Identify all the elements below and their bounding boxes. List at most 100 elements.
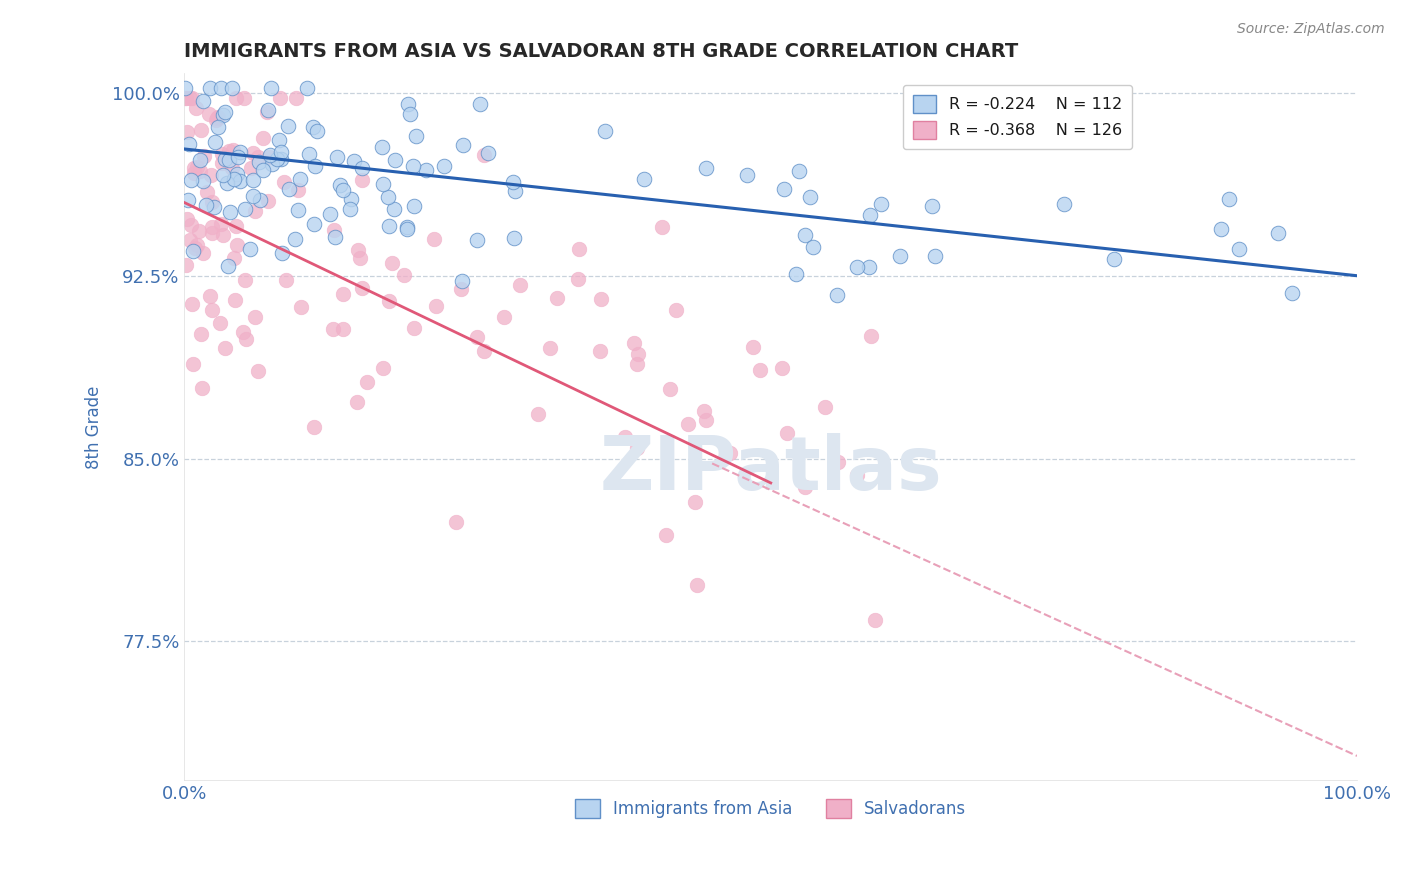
Point <box>181 297 204 311</box>
Point <box>201 227 224 241</box>
Point <box>814 400 837 414</box>
Point <box>242 145 264 160</box>
Point <box>174 81 197 95</box>
Point <box>863 613 886 627</box>
Point <box>214 152 236 166</box>
Point <box>568 242 591 256</box>
Point <box>304 159 326 173</box>
Point <box>208 316 231 330</box>
Point <box>423 232 446 246</box>
Point <box>183 166 205 180</box>
Point <box>224 172 246 186</box>
Point <box>247 155 270 169</box>
Point <box>202 201 225 215</box>
Point <box>546 292 568 306</box>
Point <box>212 228 235 243</box>
Point <box>326 150 349 164</box>
Point <box>686 578 709 592</box>
Point <box>396 97 419 112</box>
Point <box>538 341 561 355</box>
Text: IMMIGRANTS FROM ASIA VS SALVADORAN 8TH GRADE CORRELATION CHART: IMMIGRANTS FROM ASIA VS SALVADORAN 8TH G… <box>184 42 1019 61</box>
Point <box>217 259 239 273</box>
Point <box>472 148 495 162</box>
Point <box>284 231 307 245</box>
Point <box>235 332 257 346</box>
Point <box>827 287 849 301</box>
Point <box>221 81 243 95</box>
Point <box>226 238 249 252</box>
Point <box>257 150 280 164</box>
Point <box>221 161 243 176</box>
Point <box>179 233 201 247</box>
Point <box>392 268 415 282</box>
Point <box>197 106 219 120</box>
Point <box>1102 252 1125 266</box>
Point <box>288 171 311 186</box>
Point <box>242 188 264 202</box>
Point <box>377 219 399 233</box>
Point <box>658 382 681 396</box>
Point <box>381 256 404 270</box>
Point <box>323 222 346 236</box>
Point <box>693 403 716 417</box>
Point <box>472 344 495 359</box>
Point <box>259 148 281 162</box>
Point <box>187 224 209 238</box>
Point <box>889 249 911 263</box>
Point <box>794 228 817 243</box>
Point <box>770 361 793 376</box>
Point <box>174 91 197 105</box>
Point <box>183 241 205 255</box>
Text: ZIPatlas: ZIPatlas <box>599 433 942 506</box>
Point <box>224 293 246 307</box>
Point <box>1209 222 1232 236</box>
Point <box>626 357 648 371</box>
Point <box>287 202 309 217</box>
Point <box>305 124 328 138</box>
Point <box>273 175 295 189</box>
Point <box>226 150 249 164</box>
Point <box>859 209 882 223</box>
Point <box>794 480 817 494</box>
Point <box>593 124 616 138</box>
Point <box>1267 226 1289 240</box>
Point <box>257 103 280 117</box>
Point <box>718 446 741 460</box>
Point <box>173 91 195 105</box>
Point <box>207 120 229 134</box>
Text: Source: ZipAtlas.com: Source: ZipAtlas.com <box>1237 22 1385 37</box>
Point <box>180 91 202 105</box>
Point <box>176 125 198 139</box>
Point <box>209 217 232 231</box>
Point <box>371 139 394 153</box>
Point <box>201 220 224 235</box>
Point <box>329 178 352 192</box>
Point <box>207 110 229 124</box>
Point <box>204 113 226 128</box>
Point <box>205 111 228 125</box>
Point <box>211 156 233 170</box>
Point <box>346 394 368 409</box>
Point <box>614 430 637 444</box>
Point <box>232 325 254 339</box>
Point <box>450 274 472 288</box>
Point <box>384 153 406 167</box>
Point <box>179 91 201 105</box>
Point <box>193 149 215 163</box>
Point <box>287 183 309 197</box>
Point <box>218 153 240 167</box>
Point <box>267 133 290 147</box>
Point <box>378 293 401 308</box>
Point <box>224 252 246 266</box>
Point <box>270 245 292 260</box>
Point <box>858 260 880 275</box>
Point <box>502 175 524 189</box>
Point <box>492 310 515 324</box>
Point <box>402 199 425 213</box>
Point <box>350 281 373 295</box>
Point <box>651 220 673 235</box>
Point <box>347 243 370 257</box>
Point <box>527 408 550 422</box>
Point <box>180 173 202 187</box>
Point <box>405 129 427 144</box>
